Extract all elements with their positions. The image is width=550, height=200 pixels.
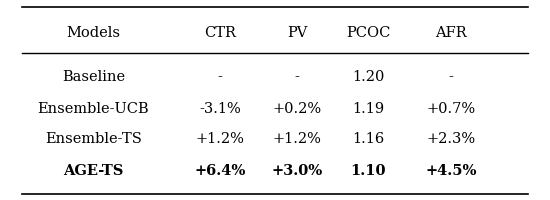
- Text: +4.5%: +4.5%: [425, 164, 477, 178]
- Text: -: -: [449, 70, 453, 84]
- Text: 1.10: 1.10: [351, 164, 386, 178]
- Text: CTR: CTR: [204, 26, 236, 40]
- Text: Baseline: Baseline: [62, 70, 125, 84]
- Text: 1.16: 1.16: [353, 132, 384, 146]
- Text: PV: PV: [287, 26, 307, 40]
- Text: AGE-TS: AGE-TS: [63, 164, 124, 178]
- Text: 1.19: 1.19: [353, 102, 384, 116]
- Text: Ensemble-UCB: Ensemble-UCB: [38, 102, 149, 116]
- Text: -: -: [218, 70, 222, 84]
- Text: PCOC: PCOC: [346, 26, 390, 40]
- Text: +1.2%: +1.2%: [196, 132, 244, 146]
- Text: AFR: AFR: [435, 26, 467, 40]
- Text: -3.1%: -3.1%: [199, 102, 241, 116]
- Text: +2.3%: +2.3%: [426, 132, 476, 146]
- Text: +3.0%: +3.0%: [271, 164, 323, 178]
- Text: Models: Models: [67, 26, 120, 40]
- Text: 1.20: 1.20: [353, 70, 384, 84]
- Text: +0.7%: +0.7%: [426, 102, 476, 116]
- Text: -: -: [295, 70, 299, 84]
- Text: +1.2%: +1.2%: [273, 132, 321, 146]
- Text: +6.4%: +6.4%: [194, 164, 246, 178]
- Text: Ensemble-TS: Ensemble-TS: [45, 132, 142, 146]
- Text: +0.2%: +0.2%: [272, 102, 322, 116]
